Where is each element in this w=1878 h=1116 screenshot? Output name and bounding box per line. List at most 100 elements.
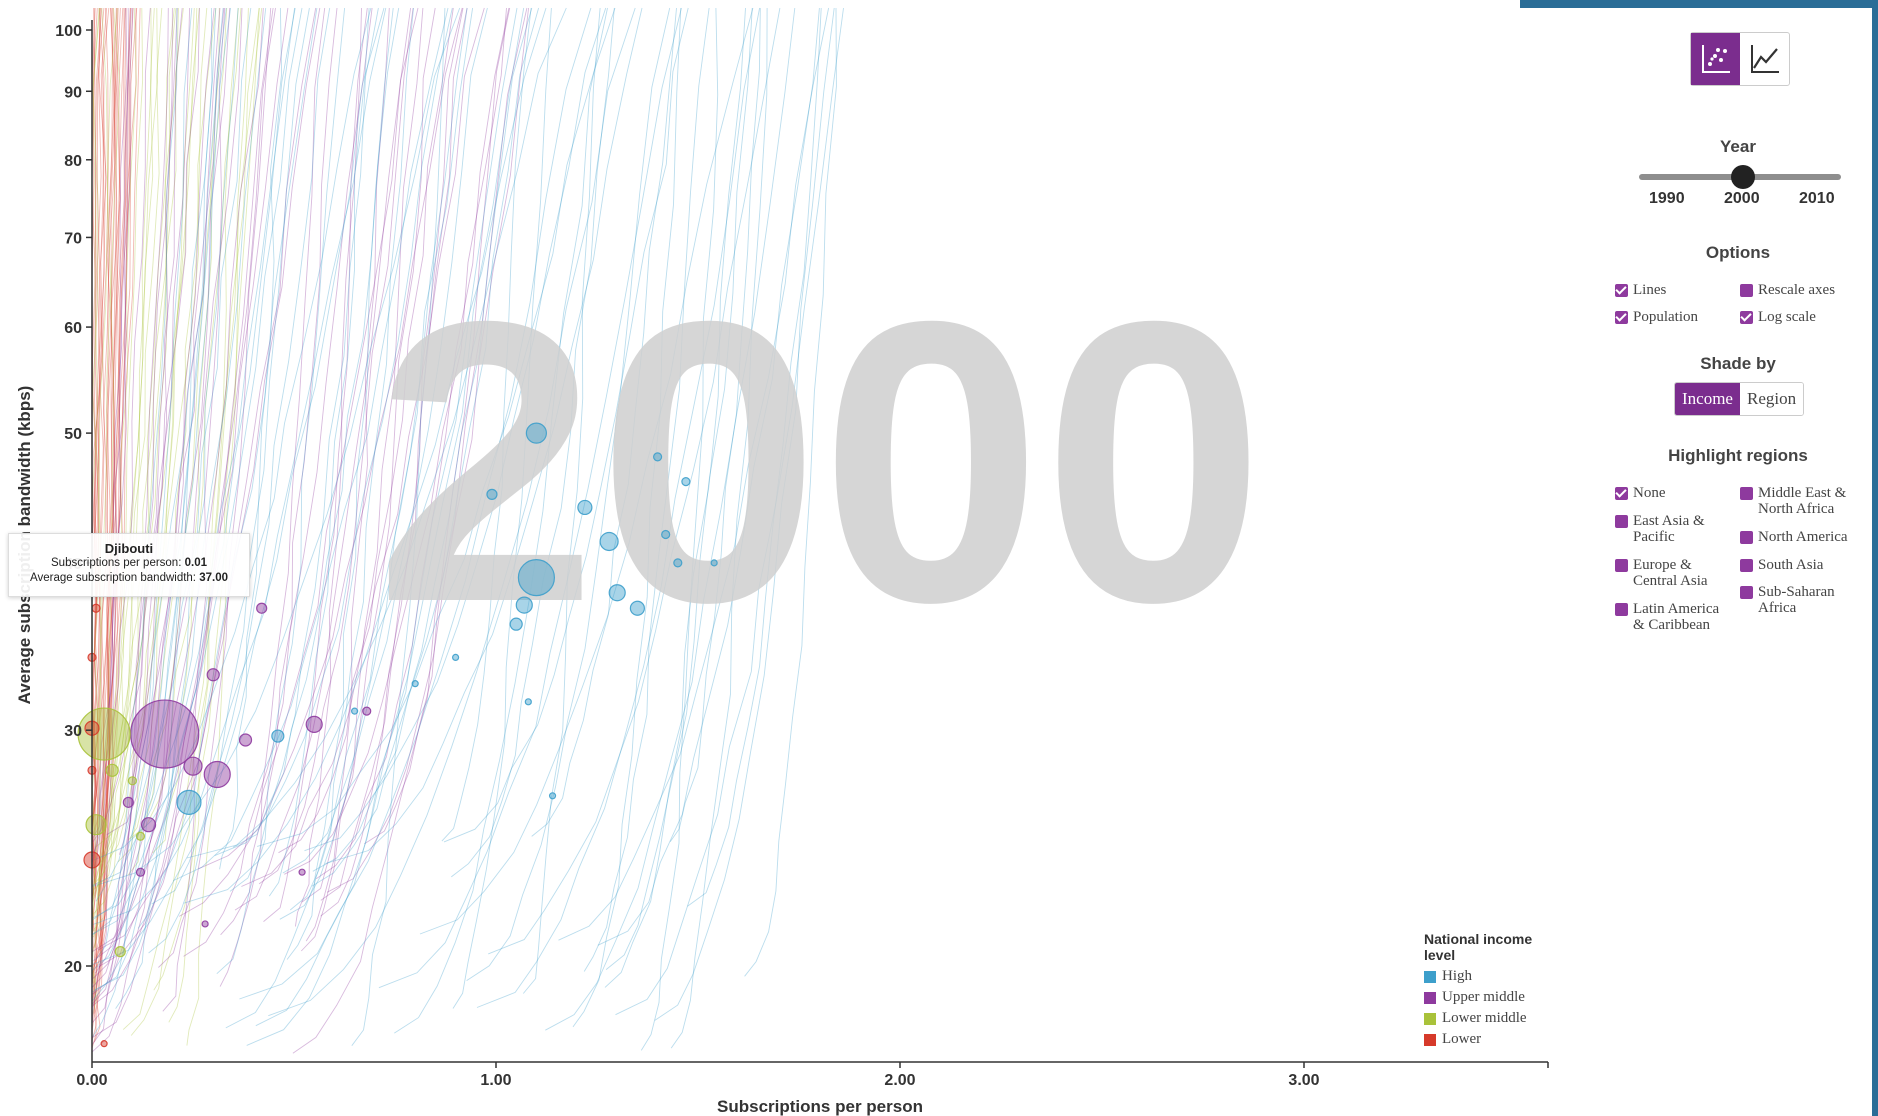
region-south-asia[interactable]: South Asia [1740, 557, 1823, 573]
bubble-lower-middle[interactable] [135, 831, 146, 841]
checkbox-icon[interactable] [1740, 311, 1753, 324]
bubble-high[interactable] [271, 729, 285, 743]
bubble-upper-middle[interactable] [203, 760, 231, 789]
bubble-high[interactable] [176, 789, 202, 815]
region-east-asia-pacific[interactable]: East Asia & Pacific [1615, 513, 1705, 545]
bubble-high[interactable] [509, 617, 523, 631]
trail-line [263, 7, 368, 922]
checkbox-icon[interactable] [1740, 284, 1753, 297]
region-latin-america-caribbean[interactable]: Latin America & Caribbean [1615, 601, 1719, 633]
bubble-high[interactable] [608, 584, 626, 602]
checkbox-icon[interactable] [1615, 284, 1628, 297]
option-log-scale[interactable]: Log scale [1740, 309, 1816, 325]
trail-line [216, 7, 346, 975]
bubble-upper-middle[interactable] [298, 868, 306, 876]
legend-label-high: High [1442, 968, 1472, 984]
year-slider-thumb[interactable] [1731, 165, 1755, 189]
legend-swatch-lower-middle [1424, 1012, 1436, 1025]
trail-line [91, 7, 173, 1005]
trail-line [94, 7, 178, 961]
bubble-lower-middle[interactable] [127, 776, 137, 786]
bubble-lower-middle[interactable] [105, 763, 119, 777]
bubble-high[interactable] [652, 452, 663, 462]
bubble-lower-middle[interactable] [77, 707, 131, 761]
bubble-upper-middle[interactable] [206, 668, 220, 682]
line-view-button[interactable] [1740, 33, 1789, 85]
checkbox-icon[interactable] [1615, 603, 1628, 616]
bubble-high[interactable] [548, 792, 557, 800]
checkbox-icon[interactable] [1740, 531, 1753, 544]
checkbox-icon[interactable] [1615, 311, 1628, 324]
bubble-lower-middle[interactable] [85, 814, 107, 836]
bubble-high[interactable] [452, 653, 460, 662]
trail-line [151, 7, 331, 905]
bubble-high[interactable] [486, 488, 498, 500]
bubble-lower[interactable] [91, 603, 101, 613]
bubble-high[interactable] [673, 558, 683, 568]
legend-title: National income level [1424, 931, 1533, 963]
checkbox-icon[interactable] [1740, 586, 1753, 599]
trail-line [286, 7, 394, 960]
y-tick-label: 70 [64, 230, 82, 247]
checkbox-label: Lines [1633, 282, 1667, 298]
option-lines[interactable]: Lines [1615, 282, 1666, 298]
region-europe-central-asia[interactable]: Europe & Central Asia [1615, 557, 1708, 589]
shade-income-button[interactable]: Income [1675, 383, 1740, 415]
trail-line [92, 7, 387, 925]
bubble-high[interactable] [681, 477, 691, 487]
region-north-america[interactable]: North America [1740, 529, 1848, 545]
bubble-high[interactable] [517, 559, 556, 597]
bubble-lower-middle[interactable] [114, 946, 126, 958]
bubble-lower[interactable] [100, 1040, 108, 1048]
x-ticks: 0.00 1.00 2.00 3.00 [76, 1062, 1549, 1089]
bubble-upper-middle[interactable] [135, 867, 146, 877]
bubble-high[interactable] [710, 559, 718, 567]
y-tick-label: 80 [64, 153, 82, 170]
bubble-high[interactable] [629, 600, 646, 616]
trail-line [311, 7, 533, 887]
checkbox-icon[interactable] [1615, 515, 1628, 528]
trail-line [466, 7, 671, 981]
bubble-upper-middle[interactable] [122, 796, 134, 808]
option-rescale-axes[interactable]: Rescale axes [1740, 282, 1835, 298]
scatter-view-button[interactable] [1691, 33, 1740, 85]
bubble-high[interactable] [661, 529, 671, 540]
trail-line [91, 7, 121, 1031]
bubble-high[interactable] [351, 707, 359, 715]
region-none[interactable]: None [1615, 485, 1666, 501]
trail-line [93, 7, 264, 961]
bubble-high[interactable] [577, 499, 593, 516]
bubble-upper-middle[interactable] [256, 602, 268, 614]
bubble-high[interactable] [599, 531, 619, 552]
tooltip-subs-label: Subscriptions per person: [51, 557, 185, 569]
bubble-upper-middle[interactable] [140, 817, 157, 833]
bubble-high[interactable] [524, 698, 532, 706]
trail-line [97, 7, 321, 951]
shade-region-button[interactable]: Region [1739, 383, 1804, 415]
checkbox-icon[interactable] [1740, 559, 1753, 572]
bubble-upper-middle[interactable] [183, 756, 203, 776]
x-tick-label: 1.00 [480, 1072, 511, 1089]
checkbox-icon[interactable] [1615, 559, 1628, 572]
trail-line [301, 7, 436, 903]
checkbox-icon[interactable] [1615, 487, 1628, 500]
trail-line [91, 7, 193, 1038]
trail-line [300, 7, 424, 952]
bubble-high[interactable] [515, 596, 533, 614]
trail-line [229, 7, 379, 892]
bubble-high[interactable] [525, 422, 548, 444]
checkbox-label: None [1633, 485, 1666, 501]
tooltip-subs-value: 0.01 [184, 557, 207, 569]
region-middle-east-north-africa[interactable]: Middle East & North Africa [1740, 485, 1846, 517]
checkbox-icon[interactable] [1740, 487, 1753, 500]
option-population[interactable]: Population [1615, 309, 1698, 325]
bubble-upper-middle[interactable] [362, 706, 372, 716]
bubble-upper-middle[interactable] [238, 733, 253, 747]
bubble-upper-middle[interactable] [305, 715, 323, 734]
legend-label-lower-middle: Lower middle [1442, 1010, 1527, 1026]
year-tick-2000: 2000 [1724, 190, 1760, 207]
region-sub-saharan-africa[interactable]: Sub-Saharan Africa [1740, 584, 1835, 616]
bubble-upper-middle[interactable] [201, 920, 209, 928]
bubble-high[interactable] [411, 680, 419, 688]
